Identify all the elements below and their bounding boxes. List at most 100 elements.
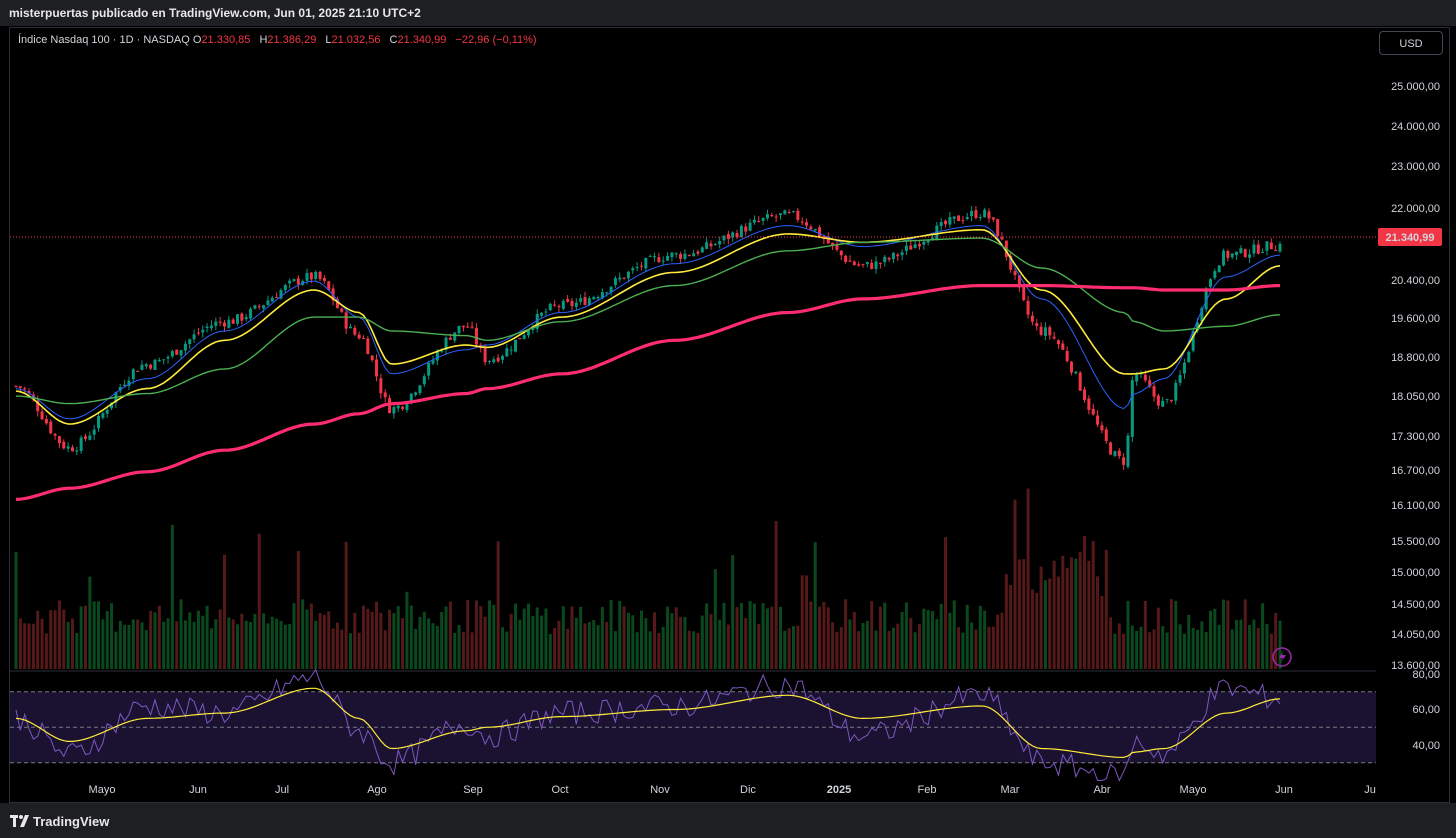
candle-body: [596, 296, 600, 299]
candle-body: [170, 351, 174, 357]
volume-bar: [1248, 625, 1252, 669]
volume-bar: [196, 610, 200, 669]
volume-bar: [157, 605, 161, 669]
volume-bar: [1178, 624, 1182, 669]
candle-body: [366, 338, 370, 355]
volume-bar: [883, 602, 887, 669]
volume-bar: [922, 608, 926, 669]
volume-bar: [1013, 499, 1017, 669]
candle-body: [196, 332, 200, 334]
volume-bar: [340, 629, 344, 669]
volume-bar: [440, 611, 444, 669]
candle-body: [474, 328, 478, 345]
candle-body: [192, 334, 196, 340]
candle-body: [713, 244, 717, 246]
volume-bar: [1269, 633, 1273, 669]
volume-bar: [101, 619, 105, 669]
time-axis-label: Jun: [189, 784, 207, 796]
candle-body: [149, 364, 153, 369]
volume-bar: [83, 605, 87, 669]
low-label: L: [325, 34, 332, 46]
volume-bar: [270, 616, 274, 669]
volume-bar: [66, 621, 70, 669]
candle-body: [535, 313, 539, 329]
volume-bar: [236, 624, 240, 669]
currency-button[interactable]: USD: [1379, 31, 1443, 55]
volume-bar: [509, 613, 513, 669]
volume-bar: [140, 622, 144, 669]
volume-bar: [839, 627, 843, 669]
candle-body: [244, 317, 248, 320]
volume-bar: [361, 605, 365, 669]
chart-frame[interactable]: [9, 27, 1450, 803]
candle-body: [388, 398, 392, 414]
candle-body: [705, 242, 709, 249]
volume-bar: [622, 606, 626, 669]
candle-body: [1030, 315, 1034, 322]
candle-body: [700, 247, 704, 253]
candle-body: [787, 211, 791, 213]
volume-bar: [1104, 549, 1108, 669]
candle-body: [570, 300, 574, 307]
time-axis-label: Feb: [918, 784, 937, 796]
rsi-axis-label: 60,00: [1412, 704, 1440, 716]
time-axis-label: Abr: [1093, 784, 1110, 796]
volume-bar: [18, 618, 22, 669]
volume-bar: [661, 626, 665, 669]
volume-bar: [705, 603, 709, 669]
volume-bar: [1235, 619, 1239, 669]
volume-bar: [718, 619, 722, 669]
volume-bar: [835, 631, 839, 669]
time-axis-label: Ago: [367, 784, 387, 796]
close-value: 21.340,99: [397, 34, 447, 46]
candle-body: [75, 450, 79, 452]
volume-bar: [474, 600, 478, 669]
volume-bar: [700, 615, 704, 669]
ma-slow-line: [15, 237, 1281, 405]
candle-body: [162, 359, 166, 361]
candle-body: [1252, 244, 1256, 254]
volume-bar: [1030, 589, 1034, 669]
candle-body: [201, 329, 205, 333]
candle-body: [848, 260, 852, 262]
volume-bar: [1122, 633, 1126, 669]
candle-body: [522, 335, 526, 339]
volume-bar: [635, 632, 639, 669]
candle-body: [792, 211, 796, 213]
volume-bar: [939, 603, 943, 669]
volume-bar: [961, 632, 965, 669]
volume-bar: [1152, 629, 1156, 669]
candle-body: [379, 378, 383, 394]
volume-bar: [987, 626, 991, 669]
volume-bar: [53, 610, 57, 669]
volume-bar: [414, 628, 418, 669]
rsi-axis-label: 40,00: [1412, 740, 1440, 752]
candle-body: [1122, 457, 1126, 465]
candle-body: [487, 360, 491, 362]
candle-body: [948, 217, 952, 225]
candle-body: [544, 311, 548, 313]
published-header: misterpuertas publicado en TradingView.c…: [0, 0, 1456, 26]
volume-bar: [1100, 596, 1104, 669]
candle-body: [566, 299, 570, 302]
volume-bar: [131, 619, 135, 669]
volume-bar: [1278, 620, 1282, 669]
candle-body: [618, 277, 622, 280]
candle-body: [865, 262, 869, 264]
close-label: C: [389, 34, 398, 46]
high-value: 21.386,29: [267, 34, 317, 46]
volume-bar: [1230, 629, 1234, 669]
candle-body: [731, 232, 735, 238]
candle-body: [1169, 400, 1173, 402]
volume-bar: [500, 627, 504, 669]
volume-bar: [957, 627, 961, 669]
volume-bar: [136, 619, 140, 669]
time-axis-label: Nov: [650, 784, 670, 796]
volume-bar: [149, 610, 153, 669]
volume-bar: [296, 551, 300, 669]
volume-bar: [965, 604, 969, 669]
candle-body: [357, 334, 361, 339]
candle-body: [922, 241, 926, 245]
volume-bar: [917, 624, 921, 669]
